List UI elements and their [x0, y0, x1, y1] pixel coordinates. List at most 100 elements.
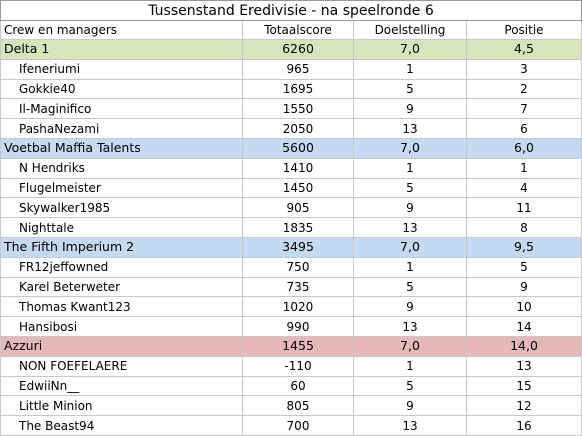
crew-name: The Fifth Imperium 2 — [0, 236, 243, 258]
manager-position: 6 — [466, 118, 582, 139]
manager-name: Karel Beterweter — [0, 276, 243, 298]
manager-row: EdwiiNn__ 60 5 15 — [0, 375, 582, 397]
manager-position: 1 — [466, 157, 582, 179]
header-goal: Doelstelling — [353, 20, 467, 40]
crew-row: Azzuri 1455 7,0 14,0 — [0, 335, 582, 357]
manager-goal: 9 — [353, 197, 467, 219]
manager-goal: 13 — [353, 316, 467, 337]
manager-row: Flugelmeister 1450 5 4 — [0, 177, 582, 199]
crew-name: Delta 1 — [0, 39, 243, 60]
manager-total-score: 1450 — [242, 177, 354, 199]
manager-goal: 9 — [353, 395, 467, 417]
crew-total-score: 3495 — [242, 236, 354, 258]
manager-total-score: 1550 — [242, 98, 354, 120]
crew-position: 9,5 — [466, 236, 582, 258]
manager-name: Flugelmeister — [0, 177, 243, 199]
manager-position: 13 — [466, 355, 582, 377]
manager-position: 10 — [466, 296, 582, 318]
manager-name: Skywalker1985 — [0, 197, 243, 219]
crew-row: Delta 1 6260 7,0 4,5 — [0, 39, 582, 60]
manager-total-score: 1410 — [242, 157, 354, 179]
manager-goal: 9 — [353, 98, 467, 120]
manager-name: FR12jeffowned — [0, 256, 243, 278]
manager-row: FR12jeffowned 750 1 5 — [0, 256, 582, 278]
manager-name: Little Minion — [0, 395, 243, 417]
manager-total-score: 1835 — [242, 217, 354, 238]
manager-row: Hansibosi 990 13 14 — [0, 316, 582, 337]
header-total-score: Totaalscore — [242, 20, 354, 40]
manager-goal: 1 — [353, 355, 467, 377]
manager-row: Nighttale 1835 13 8 — [0, 217, 582, 238]
manager-total-score: 2050 — [242, 118, 354, 139]
crew-name: Azzuri — [0, 335, 243, 357]
manager-position: 9 — [466, 276, 582, 298]
manager-position: 15 — [466, 375, 582, 397]
manager-total-score: 1020 — [242, 296, 354, 318]
manager-row: NON FOEFELAERE -110 1 13 — [0, 355, 582, 377]
manager-position: 2 — [466, 78, 582, 100]
crew-name: Voetbal Maffia Talents — [0, 137, 243, 159]
crew-goal: 7,0 — [353, 39, 467, 60]
manager-name: Ifeneriumi — [0, 58, 243, 80]
manager-total-score: 990 — [242, 316, 354, 337]
manager-position: 7 — [466, 98, 582, 120]
manager-goal: 1 — [353, 58, 467, 80]
table-title: Tussenstand Eredivisie - na speelronde 6 — [0, 0, 582, 21]
manager-row: Il-Maginifico 1550 9 7 — [0, 98, 582, 120]
manager-name: N Hendriks — [0, 157, 243, 179]
manager-row: Skywalker1985 905 9 11 — [0, 197, 582, 219]
manager-goal: 5 — [353, 276, 467, 298]
crew-position: 6,0 — [466, 137, 582, 159]
manager-goal: 9 — [353, 296, 467, 318]
crew-position: 14,0 — [466, 335, 582, 357]
manager-row: N Hendriks 1410 1 1 — [0, 157, 582, 179]
manager-row: Karel Beterweter 735 5 9 — [0, 276, 582, 298]
crew-row: The Fifth Imperium 2 3495 7,0 9,5 — [0, 236, 582, 258]
manager-total-score: 735 — [242, 276, 354, 298]
manager-name: The Beast94 — [0, 415, 243, 436]
title-row: Tussenstand Eredivisie - na speelronde 6 — [0, 0, 582, 21]
manager-goal: 1 — [353, 256, 467, 278]
manager-total-score: -110 — [242, 355, 354, 377]
manager-name: PashaNezami — [0, 118, 243, 139]
header-row: Crew en managers Totaalscore Doelstellin… — [0, 20, 582, 40]
manager-position: 11 — [466, 197, 582, 219]
manager-goal: 13 — [353, 415, 467, 436]
manager-row: PashaNezami 2050 13 6 — [0, 118, 582, 139]
manager-name: Nighttale — [0, 217, 243, 238]
manager-position: 5 — [466, 256, 582, 278]
manager-position: 12 — [466, 395, 582, 417]
manager-total-score: 750 — [242, 256, 354, 278]
manager-position: 3 — [466, 58, 582, 80]
crew-total-score: 5600 — [242, 137, 354, 159]
manager-goal: 5 — [353, 177, 467, 199]
manager-row: Gokkie40 1695 5 2 — [0, 78, 582, 100]
crew-position: 4,5 — [466, 39, 582, 60]
manager-total-score: 1695 — [242, 78, 354, 100]
header-position: Positie — [466, 20, 582, 40]
manager-name: Thomas Kwant123 — [0, 296, 243, 318]
manager-goal: 1 — [353, 157, 467, 179]
crew-goal: 7,0 — [353, 137, 467, 159]
manager-goal: 5 — [353, 375, 467, 397]
manager-position: 4 — [466, 177, 582, 199]
manager-row: Ifeneriumi 965 1 3 — [0, 58, 582, 80]
crew-total-score: 6260 — [242, 39, 354, 60]
manager-row: Little Minion 805 9 12 — [0, 395, 582, 417]
manager-row: The Beast94 700 13 16 — [0, 415, 582, 436]
manager-name: Il-Maginifico — [0, 98, 243, 120]
manager-name: NON FOEFELAERE — [0, 355, 243, 377]
manager-total-score: 700 — [242, 415, 354, 436]
manager-total-score: 805 — [242, 395, 354, 417]
manager-name: EdwiiNn__ — [0, 375, 243, 397]
manager-name: Hansibosi — [0, 316, 243, 337]
manager-total-score: 905 — [242, 197, 354, 219]
manager-total-score: 60 — [242, 375, 354, 397]
manager-goal: 13 — [353, 118, 467, 139]
manager-goal: 13 — [353, 217, 467, 238]
manager-goal: 5 — [353, 78, 467, 100]
manager-total-score: 965 — [242, 58, 354, 80]
crew-row: Voetbal Maffia Talents 5600 7,0 6,0 — [0, 137, 582, 159]
crew-goal: 7,0 — [353, 236, 467, 258]
